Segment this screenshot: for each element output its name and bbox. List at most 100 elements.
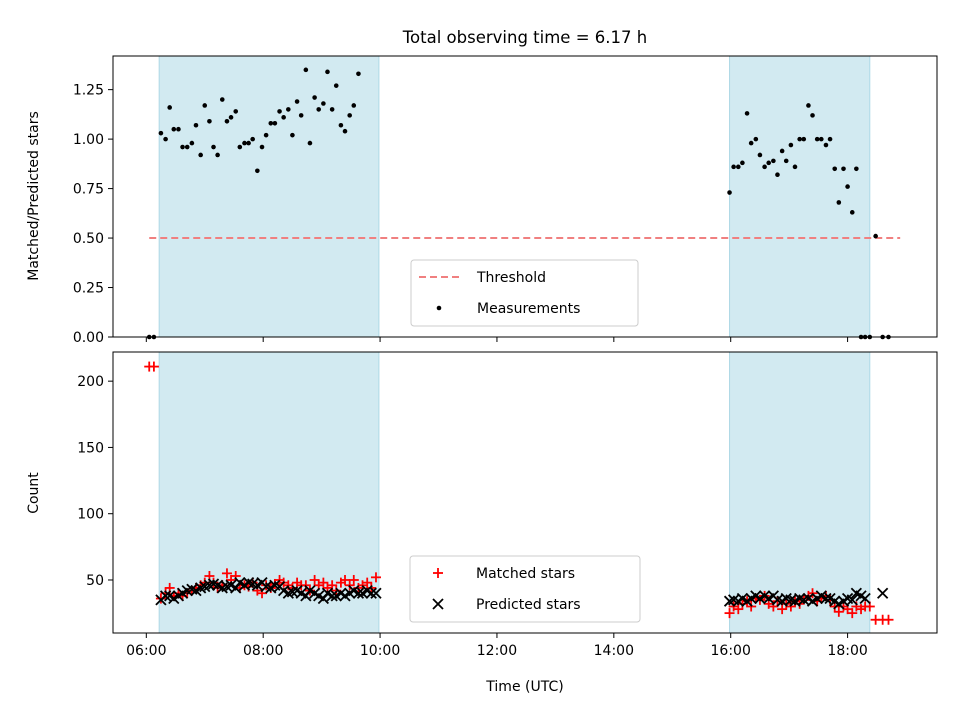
measurement-point bbox=[224, 119, 230, 124]
measurement-point bbox=[873, 233, 878, 239]
measurement-point bbox=[775, 172, 780, 178]
legend-predicted-swatch-label: Predicted stars bbox=[476, 597, 581, 613]
measurement-point bbox=[294, 99, 300, 104]
measurement-point bbox=[806, 103, 811, 108]
bottom-shaded-interval bbox=[729, 351, 871, 634]
legend-threshold-swatch-label: Threshold bbox=[476, 270, 546, 286]
bottom-axes-frame bbox=[112, 351, 938, 634]
bottom-y-tick-label: 150 bbox=[77, 440, 104, 456]
measurement-point bbox=[167, 105, 172, 110]
x-tick-label: 10:00 bbox=[360, 643, 400, 659]
matched-star-point bbox=[148, 361, 159, 372]
measurement-point bbox=[307, 140, 313, 146]
measurement-point bbox=[788, 142, 794, 148]
measurement-point bbox=[207, 119, 212, 124]
top-shaded-interval bbox=[729, 55, 871, 338]
measurement-point bbox=[338, 122, 344, 128]
matched-star-point bbox=[777, 604, 788, 615]
measurement-point bbox=[748, 140, 754, 146]
chart-title: Total observing time = 6.17 h bbox=[402, 28, 647, 47]
top-axes: 0.00 0.25 0.50 0.75 1.00 1.25 Threshold Measure… bbox=[73, 55, 938, 346]
top-y-tick-label: 1.25 bbox=[73, 83, 104, 99]
matched-star-point bbox=[340, 574, 351, 585]
predicted-star-point bbox=[846, 594, 858, 606]
measurement-point bbox=[814, 136, 820, 142]
bottom-y-tick-label: 200 bbox=[77, 374, 104, 390]
bottom-y-axis-label: Count bbox=[26, 472, 42, 514]
measurement-point bbox=[242, 140, 247, 146]
measurement-point bbox=[351, 103, 357, 108]
predicted-star-point bbox=[326, 590, 338, 602]
measurement-point bbox=[792, 164, 798, 170]
measurement-point bbox=[316, 107, 322, 112]
matched-star-point bbox=[883, 614, 894, 625]
measurement-point bbox=[736, 164, 741, 170]
matched-star-point bbox=[847, 608, 858, 619]
measurement-point bbox=[286, 107, 291, 112]
measurement-point bbox=[801, 136, 807, 142]
measurement-point bbox=[321, 101, 326, 106]
matched-star-point bbox=[155, 593, 166, 604]
x-tick-label: 18:00 bbox=[827, 643, 867, 659]
measurement-point bbox=[184, 144, 190, 150]
measurement-point bbox=[845, 184, 850, 189]
x-tick-label: 08:00 bbox=[243, 643, 283, 659]
measurement-point bbox=[198, 152, 203, 158]
measurement-point bbox=[356, 71, 361, 77]
measurement-point bbox=[193, 122, 199, 128]
measurement-point bbox=[783, 158, 789, 164]
measurement-point bbox=[771, 158, 776, 164]
matched-star-point bbox=[309, 574, 320, 585]
measurement-point bbox=[272, 120, 278, 126]
measurement-point bbox=[211, 144, 216, 150]
measurement-point bbox=[744, 111, 750, 116]
top-y-axis-label: Matched/Predicted stars bbox=[26, 111, 42, 281]
measurement-point bbox=[312, 95, 317, 100]
predicted-star-point bbox=[159, 590, 172, 602]
matched-star-point bbox=[733, 604, 744, 615]
x-axis-label: Time (UTC) bbox=[485, 679, 563, 695]
top-y-tick-label: 0.50 bbox=[73, 231, 104, 247]
measurement-point bbox=[277, 109, 282, 114]
bottom-axes: 50 100 150 200 06:00 08:00 10:00 12:00 14:00 16:0… bbox=[77, 351, 938, 659]
measurement-point bbox=[818, 136, 824, 142]
legend-matched-swatch bbox=[433, 568, 443, 578]
measurement-point bbox=[171, 126, 177, 132]
legend-measurements-swatch bbox=[436, 305, 442, 311]
measurement-point bbox=[849, 210, 855, 215]
measurement-point bbox=[176, 126, 181, 132]
bottom-y-tick-label: 100 bbox=[77, 507, 104, 523]
measurement-point bbox=[779, 148, 785, 154]
measurement-point bbox=[158, 130, 164, 136]
top-y-tick-label: 0.25 bbox=[73, 281, 104, 297]
measurement-point bbox=[325, 69, 330, 75]
legend-matched-swatch-label: Matched stars bbox=[476, 566, 575, 582]
x-tick-label: 16:00 bbox=[711, 643, 751, 659]
measurement-point bbox=[202, 103, 208, 108]
predicted-star-point bbox=[859, 592, 871, 605]
measurement-point bbox=[854, 166, 859, 172]
matched-star-point bbox=[362, 577, 373, 588]
bottom-legend: Matched stars Predicted stars bbox=[409, 555, 641, 623]
measurement-point bbox=[823, 142, 829, 148]
measurement-point bbox=[268, 120, 274, 126]
measurement-point bbox=[281, 115, 286, 120]
top-y-tick-label: 0.00 bbox=[73, 330, 104, 346]
top-y-tick-label: 1.00 bbox=[73, 132, 104, 148]
x-tick-label: 06:00 bbox=[126, 643, 166, 659]
top-shaded-interval bbox=[158, 55, 380, 338]
measurement-point bbox=[246, 140, 251, 146]
matched-star-point bbox=[833, 606, 844, 617]
measurement-point bbox=[347, 113, 352, 118]
x-tick-label: 14:00 bbox=[594, 643, 634, 659]
measurement-point bbox=[827, 136, 833, 142]
measurement-point bbox=[233, 109, 239, 114]
measurement-point bbox=[189, 140, 195, 146]
predicted-star-point bbox=[365, 587, 377, 599]
measurement-point bbox=[757, 152, 763, 158]
measurement-point bbox=[263, 132, 269, 138]
measurement-point bbox=[250, 136, 255, 142]
measurement-point bbox=[219, 97, 225, 102]
bottom-y-tick-label: 50 bbox=[86, 573, 104, 589]
